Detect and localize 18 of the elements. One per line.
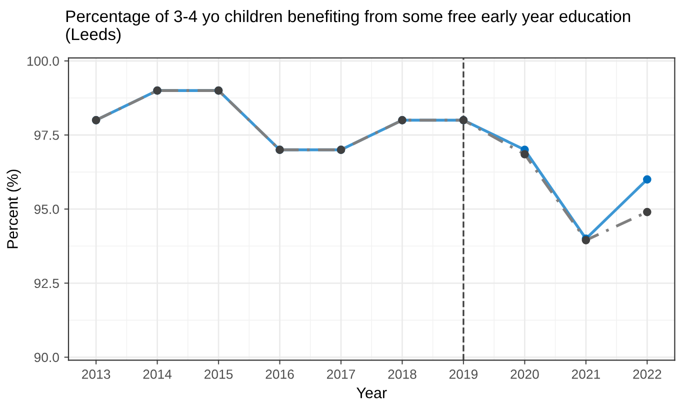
y-tick-label: 100.0 [27,56,59,66]
x-tick-label: 2017 [326,370,356,379]
x-tick-label: 2015 [204,370,233,379]
y-tick-label: 95.0 [34,204,59,214]
x-tick-label: 2020 [510,370,539,379]
chart-title: Percentage of 3-4 yo children benefiting from some free early year education (Leeds) [66,10,630,44]
x-tick-label: 2014 [143,370,172,379]
x-axis-title: Year [356,388,387,398]
x-tick-label: 2016 [266,370,294,379]
y-tick-label: 90.0 [34,352,59,362]
y-axis-title: Percent (%) [6,170,21,248]
x-tick-label: 2021 [572,370,600,379]
x-tick-label: 2018 [388,370,416,379]
x-tick-label: 2019 [449,370,478,379]
x-tick-label: 2013 [82,370,110,379]
x-tick-label: 2022 [633,370,662,379]
y-tick-label: 97.5 [34,130,59,140]
y-tick-label: 92.5 [34,278,59,288]
